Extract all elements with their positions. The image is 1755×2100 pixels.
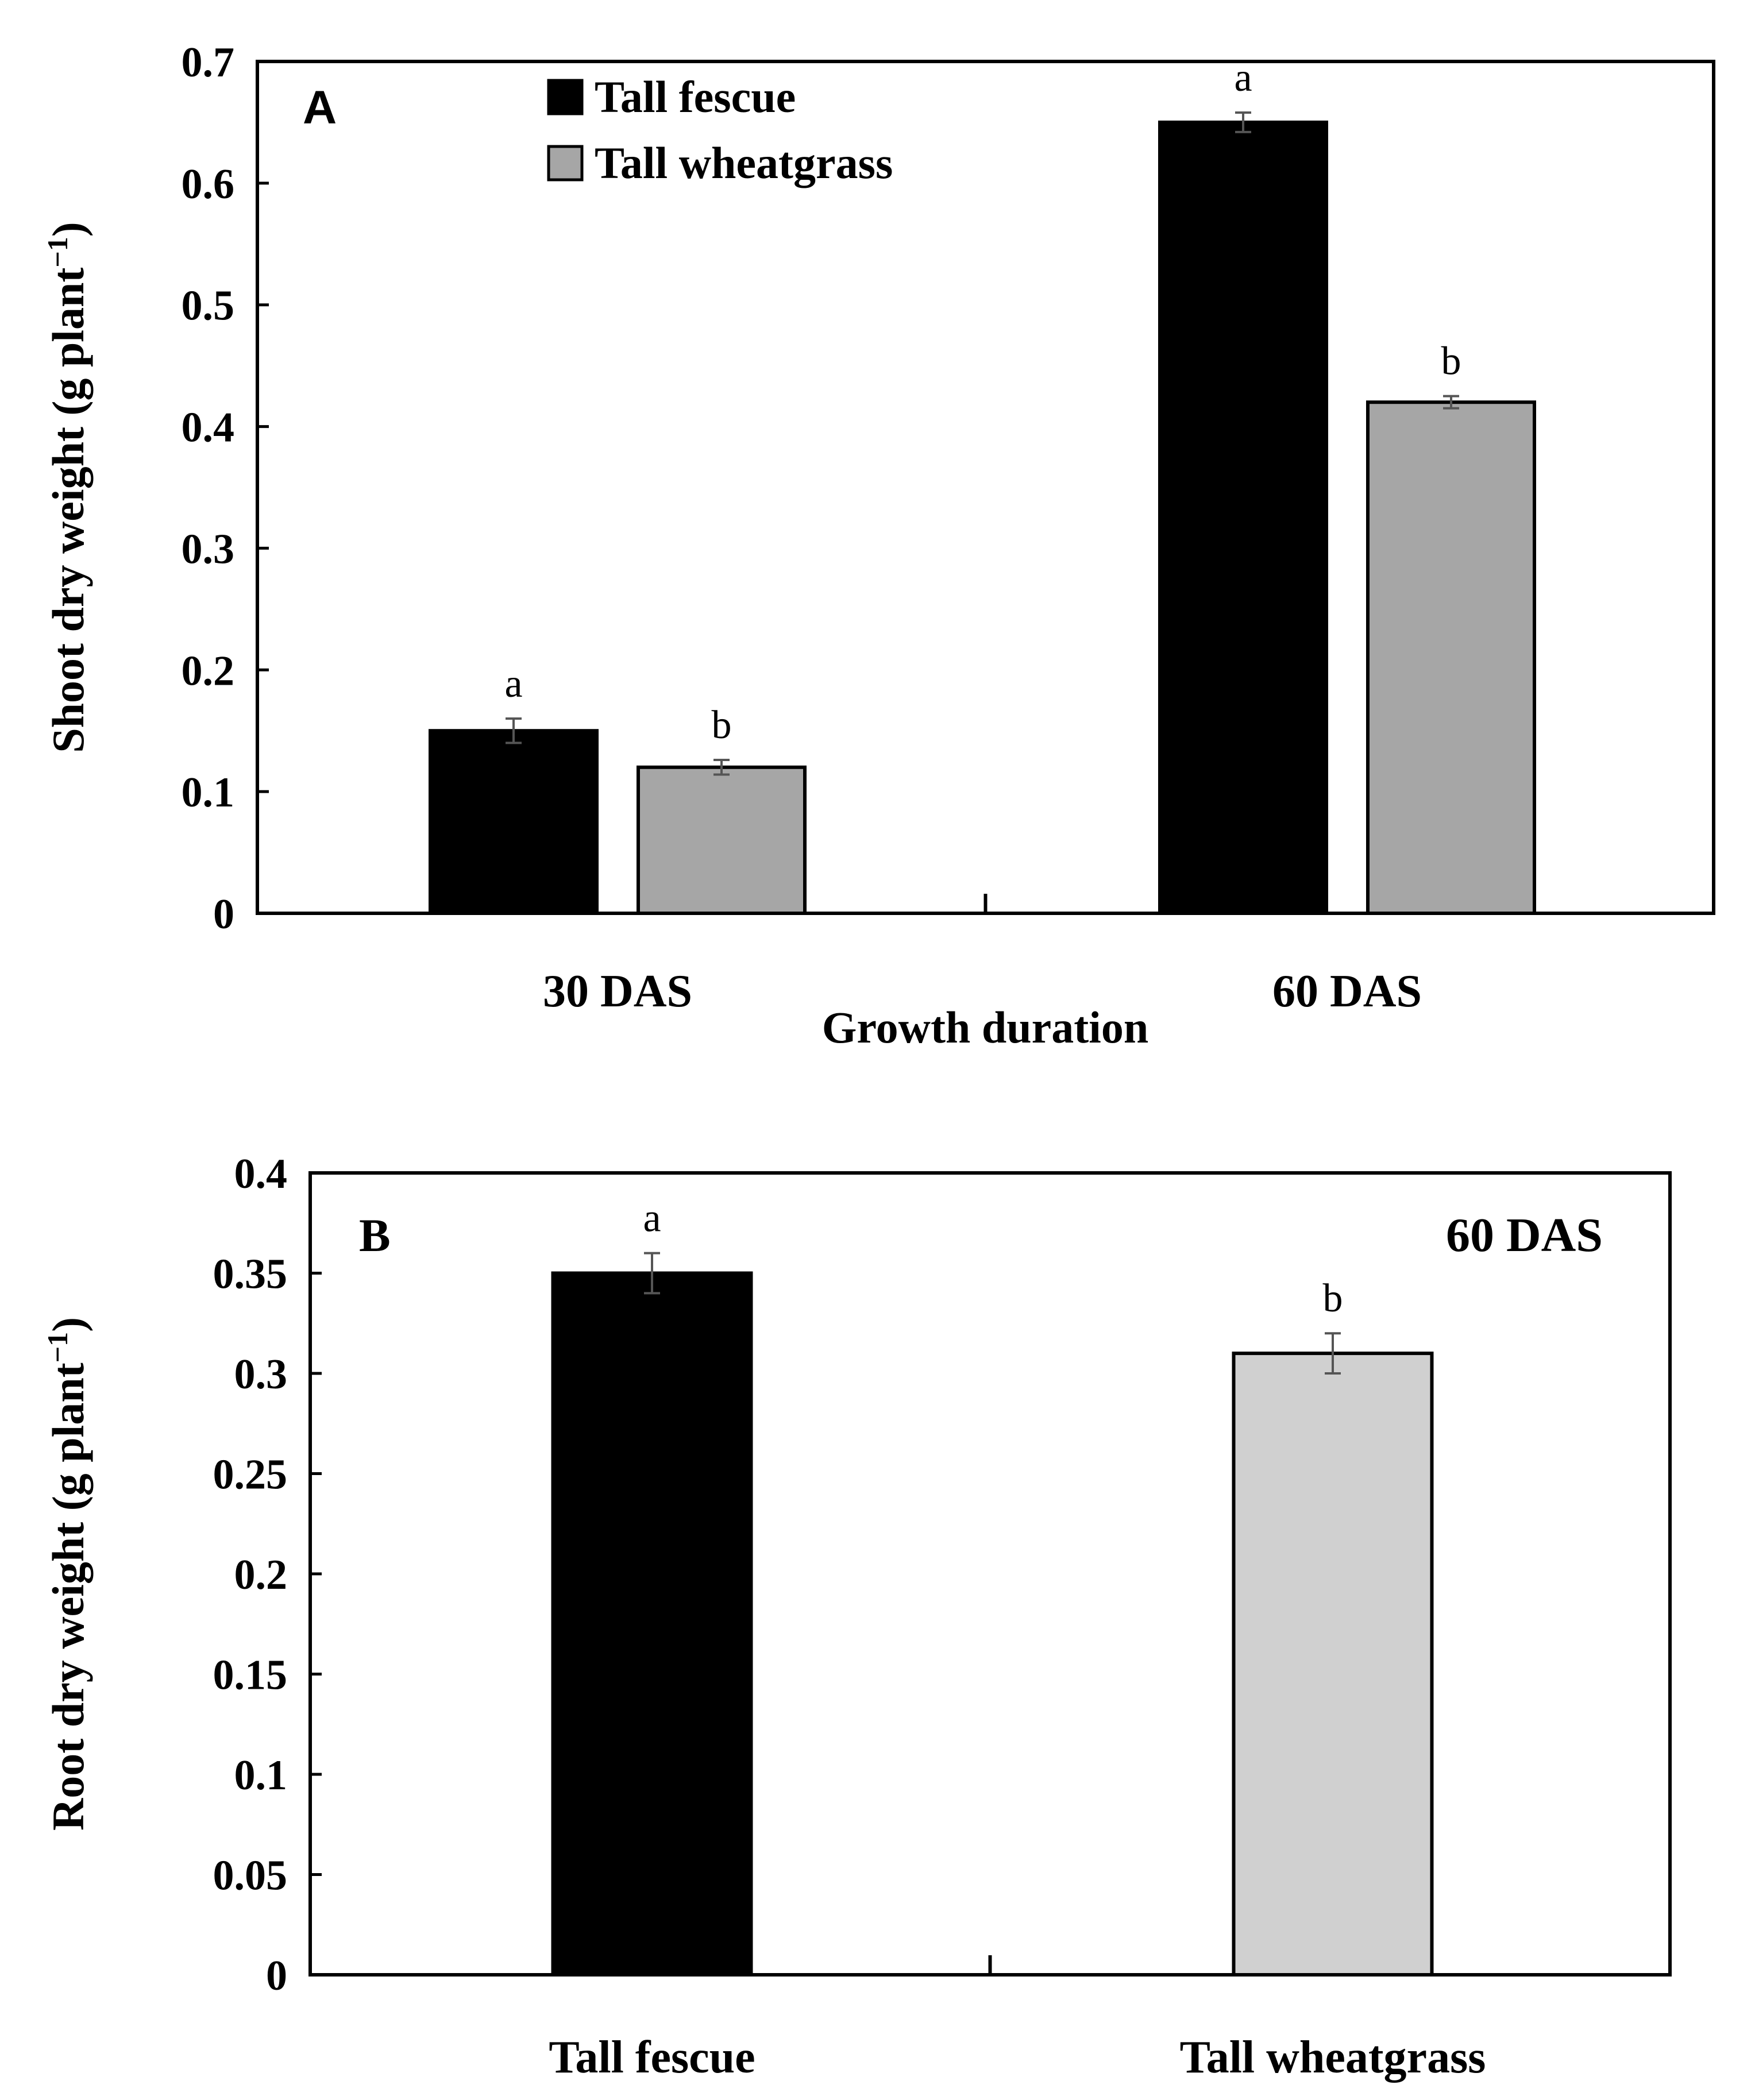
panel-b-y-axis-title-sup: −1 <box>41 1332 74 1363</box>
panel-b-y-tick-label: 0.35 <box>213 1251 288 1298</box>
panel-a-significance-letter: a <box>504 662 522 706</box>
panel-b-y-tick-label: 0 <box>266 1952 287 1999</box>
panel-a-y-tick-label: 0.3 <box>182 526 235 573</box>
panel-b-y-tick-label: 0.1 <box>234 1752 288 1799</box>
panel-a-legend-label: Tall fescue <box>595 72 796 122</box>
panel-a-significance-letter: a <box>1234 56 1252 100</box>
panel-b-letter: B <box>359 1209 391 1261</box>
panel-a-significance-letter: b <box>1441 339 1461 384</box>
panel-a-y-axis-title: Shoot dry weight (g plant−1) <box>41 222 93 753</box>
panel-a-significance-letter: b <box>712 703 732 747</box>
panel-a-y-axis-title-main: Shoot dry weight (g plant <box>43 268 93 753</box>
panel-a-bar <box>1366 400 1536 915</box>
panel-a-y-tick-label: 0.1 <box>182 769 235 816</box>
panel-b-significance-letter: b <box>1323 1276 1343 1321</box>
panel-a-bar <box>637 765 807 916</box>
panel-b-bar <box>551 1271 753 1977</box>
panel-b-significance-letter: a <box>643 1196 661 1241</box>
panel-a-y-tick-label: 0.7 <box>182 39 235 86</box>
panel-a-x-axis-title: Growth duration <box>822 1002 1148 1052</box>
panel-b-y-tick-label: 0.2 <box>234 1551 288 1599</box>
panel-a-y-tick-label: 0 <box>213 891 234 938</box>
panel-a-x-category-label: 60 DAS <box>1272 966 1422 1017</box>
panel-b-bar <box>1232 1352 1434 1977</box>
panel-a-y-axis-title-close: ) <box>43 222 93 237</box>
panel-b-y-axis-title: Root dry weight (g plant−1) <box>41 1317 93 1831</box>
panel-b: 0 0.05 0.1 0.15 0.2 0.25 0.3 0.35 0.4 Root dry we… <box>41 1151 1672 2083</box>
panel-a-bar <box>1158 120 1328 915</box>
panel-b-corner-label: 60 DAS <box>1446 1209 1603 1262</box>
panel-b-y-axis-title-main: Root dry weight (g plant <box>43 1362 93 1831</box>
panel-a-x-category-label: 30 DAS <box>543 966 692 1017</box>
panel-b-plot-frame <box>308 1171 1672 1977</box>
panel-a-y-tick-label: 0.4 <box>182 404 235 451</box>
panel-b-y-tick-label: 0.25 <box>213 1452 288 1499</box>
panel-b-y-tick-label: 0.05 <box>213 1852 288 1900</box>
panel-a: 0 0.1 0.2 0.3 0.4 0.5 0.6 0.7 Shoot dry weight (… <box>41 39 1715 1052</box>
panel-a-y-tick-label: 0.2 <box>182 647 235 694</box>
panel-b-y-tick-label: 0.4 <box>234 1151 288 1198</box>
panel-a-bar <box>429 729 599 915</box>
panel-a-legend-swatch <box>547 145 584 182</box>
panel-b-x-category-label: Tall fescue <box>549 2032 755 2083</box>
panel-a-y-tick-label: 0.6 <box>182 161 235 208</box>
panel-b-y-tick-label: 0.3 <box>234 1351 288 1398</box>
panel-a-y-axis-title-sup: −1 <box>41 237 74 268</box>
panel-a-legend-label: Tall wheatgrass <box>595 138 893 188</box>
panel-a-y-tick-label: 0.5 <box>182 283 235 330</box>
panel-a-letter: A <box>303 82 337 134</box>
panel-b-y-axis-title-close: ) <box>43 1317 93 1332</box>
panel-a-legend-swatch <box>547 79 584 115</box>
panel-b-x-category-label: Tall wheatgrass <box>1180 2032 1486 2083</box>
panel-b-y-tick-label: 0.15 <box>213 1652 288 1699</box>
